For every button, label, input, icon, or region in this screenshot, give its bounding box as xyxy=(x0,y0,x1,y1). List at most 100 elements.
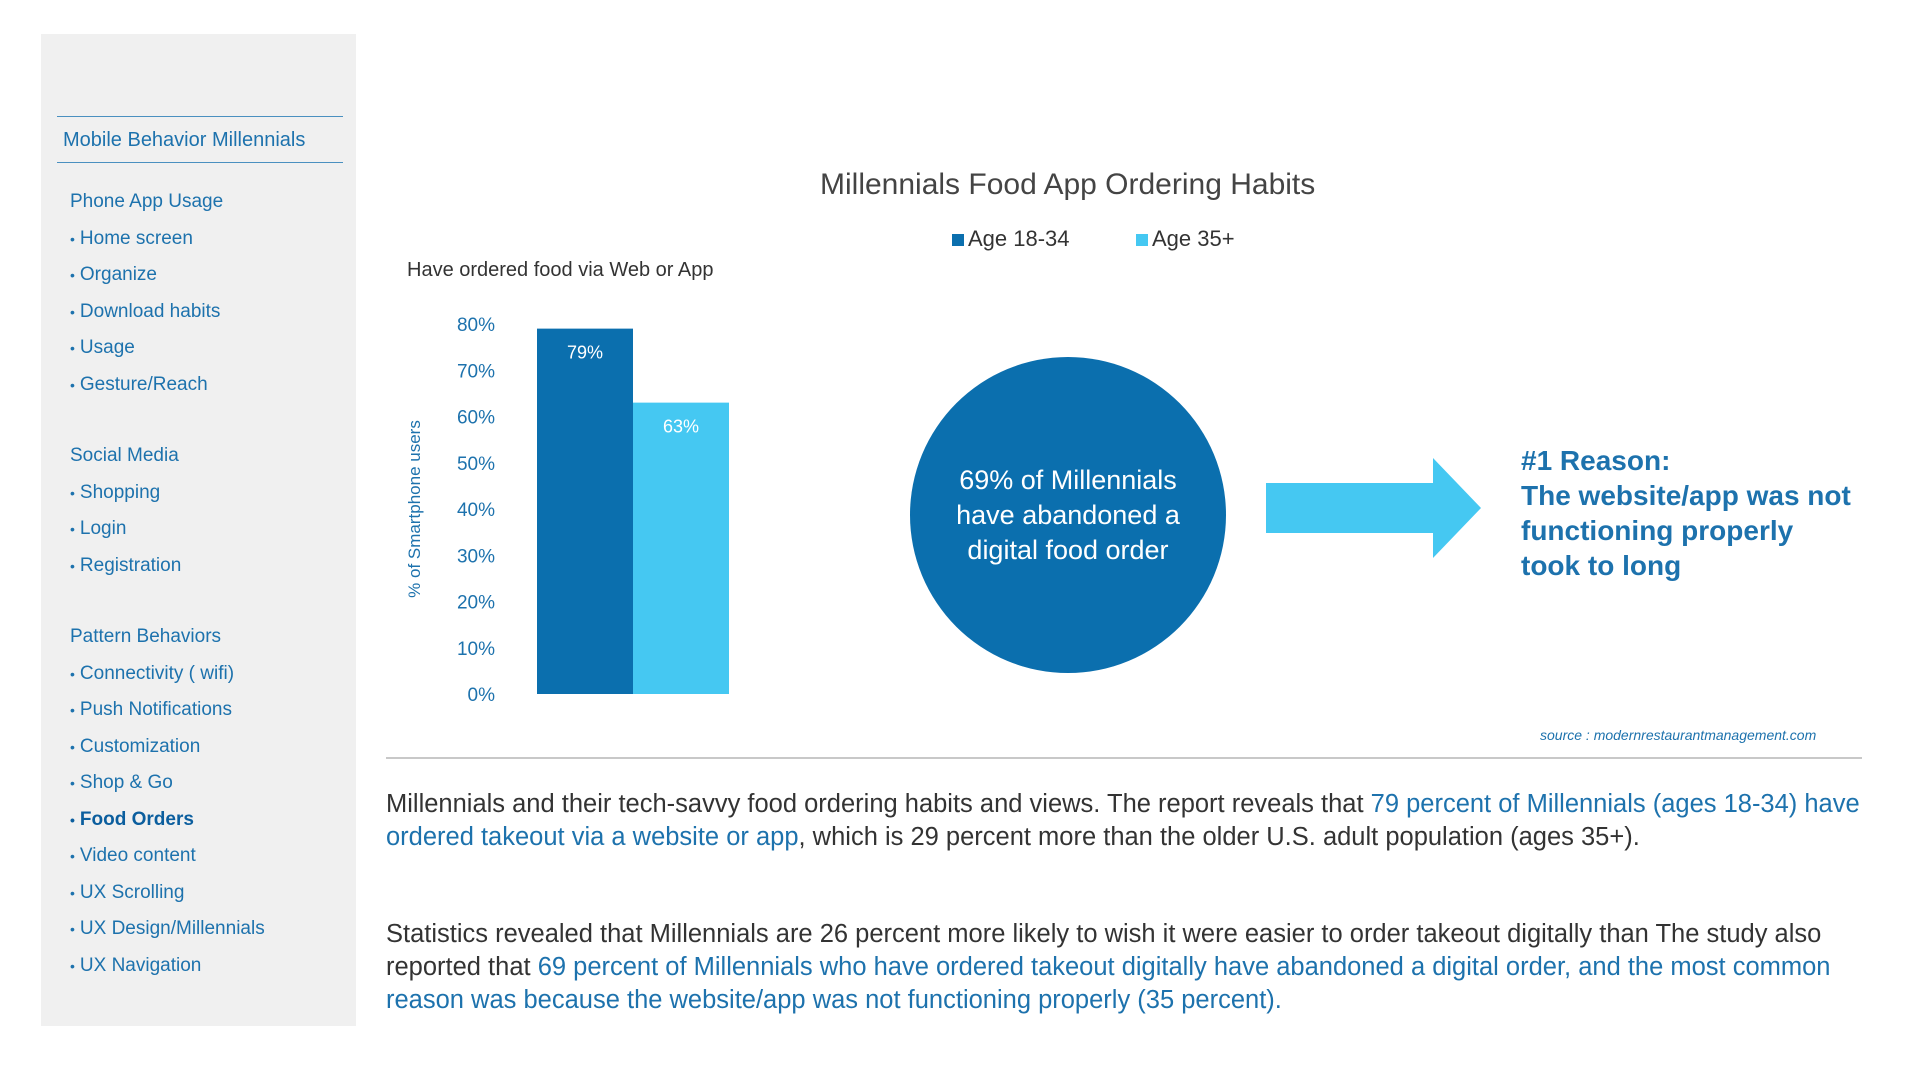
reason-callout: #1 Reason: The website/app was not funct… xyxy=(1521,443,1851,583)
bar-age-18-34 xyxy=(537,328,633,694)
sidebar-item-organize[interactable]: • Organize xyxy=(70,257,265,294)
sidebar-item-label: UX Scrolling xyxy=(79,881,185,903)
sidebar-item-ux-navigation[interactable]: • UX Navigation xyxy=(70,948,265,985)
bullet-icon: • xyxy=(70,665,75,682)
sidebar-nav: Mobile Behavior Millennials Phone App Us… xyxy=(41,34,356,1026)
sidebar-section: Social Media • Shopping • Login • Registration xyxy=(70,438,265,584)
sidebar-item-label: Usage xyxy=(79,337,135,358)
bar-value-label: 63% xyxy=(663,417,699,437)
sidebar-item-usage[interactable]: • Usage xyxy=(70,330,265,367)
sidebar-item-label: Shop & Go xyxy=(79,772,173,793)
legend-item-age-35-plus: Age 35+ xyxy=(1136,226,1235,252)
paragraph-2: Statistics revealed that Millennials are… xyxy=(386,918,1866,1017)
divider xyxy=(386,757,1862,759)
bullet-icon: • xyxy=(70,267,75,283)
stat-circle-text: 69% of Millennials have abandoned a digi… xyxy=(956,464,1180,565)
sidebar-section-heading[interactable]: Phone App Usage xyxy=(70,191,224,212)
sidebar-item-label: Download habits xyxy=(79,300,221,322)
chart-subtitle: Have ordered food via Web or App xyxy=(407,259,714,281)
bar-value-label: 79% xyxy=(567,343,603,363)
sidebar-item-shop-go[interactable]: • Shop & Go xyxy=(70,765,265,802)
legend-item-age-18-34: Age 18-34 xyxy=(952,226,1070,252)
sidebar-item-login[interactable]: • Login xyxy=(70,511,265,548)
y-tick-label: 10% xyxy=(457,639,495,660)
right-arrow-icon xyxy=(1266,458,1481,558)
sidebar-item-label: Customization xyxy=(79,735,201,757)
bullet-icon: • xyxy=(70,775,75,791)
sidebar-item-label: Registration xyxy=(79,554,182,576)
sidebar-item-label: UX Navigation xyxy=(79,954,202,976)
sidebar-item-customization[interactable]: • Customization xyxy=(70,729,265,766)
paragraph-highlight: 79 percent of Millennials (ages 18-34) h… xyxy=(386,790,1860,851)
reason-line: took to long xyxy=(1521,550,1682,581)
sidebar-item-ux-design-millennials[interactable]: • UX Design/Millennials xyxy=(70,911,265,948)
y-tick-label: 40% xyxy=(457,500,495,521)
y-tick-label: 70% xyxy=(457,361,495,382)
sidebar-item-label: Push Notifications xyxy=(79,699,232,720)
sidebar-item-home-screen[interactable]: • Home screen xyxy=(70,221,265,258)
y-tick-label: 0% xyxy=(468,685,496,706)
sidebar-section-heading[interactable]: Social Media xyxy=(70,445,179,466)
bullet-icon: • xyxy=(70,557,75,574)
sidebar-item-download-habits[interactable]: • Download habits xyxy=(70,294,265,331)
sidebar-item-video-content[interactable]: • Video content xyxy=(70,838,265,875)
sidebar-section-heading[interactable]: Pattern Behaviors xyxy=(70,626,222,647)
sidebar-item-label: Food Orders xyxy=(79,808,194,830)
sidebar-title[interactable]: Mobile Behavior Millennials xyxy=(63,129,306,151)
bullet-icon: • xyxy=(70,921,75,937)
source-citation: source : modernrestaurantmanagement.com xyxy=(1540,727,1817,743)
reason-heading: #1 Reason: xyxy=(1521,445,1671,476)
sidebar-section: Phone App Usage • Home screen • Organize • Dow… xyxy=(70,184,265,403)
paragraph-text: Millennials and their tech-savvy food or… xyxy=(386,790,1371,818)
sidebar-item-label: Connectivity ( wifi) xyxy=(79,662,235,684)
paragraph-highlight: 69 percent of Millennials who have order… xyxy=(386,953,1831,1014)
sidebar-item-label: Video content xyxy=(79,845,196,866)
reason-line: functioning properly xyxy=(1521,515,1794,546)
sidebar-section: Pattern Behaviors • Connectivity ( wifi) • P… xyxy=(70,619,265,984)
bullet-icon: • xyxy=(70,230,75,247)
stat-circle: 69% of Millennials have abandoned a digi… xyxy=(910,357,1226,673)
sidebar-list: Phone App Usage • Home screen • Organize • Dow… xyxy=(70,184,265,1019)
paragraph-text: Statistics revealed that Millennials are… xyxy=(386,920,1822,981)
sidebar-title-box: Mobile Behavior Millennials xyxy=(57,116,343,163)
sidebar-item-gesture-reach[interactable]: • Gesture/Reach xyxy=(70,367,265,404)
y-tick-label: 80% xyxy=(457,315,495,336)
y-tick-label: 30% xyxy=(457,546,495,567)
sidebar-item-shopping[interactable]: • Shopping xyxy=(70,475,265,512)
sidebar-item-label: Home screen xyxy=(79,227,193,249)
legend-label: Age 35+ xyxy=(1152,226,1235,251)
bullet-icon: • xyxy=(70,811,75,828)
bar-age-35 xyxy=(633,402,729,694)
bullet-icon: • xyxy=(70,884,75,901)
y-tick-label: 20% xyxy=(457,593,495,614)
sidebar-item-ux-scrolling[interactable]: • UX Scrolling xyxy=(70,875,265,912)
sidebar-item-push-notifications[interactable]: • Push Notifications xyxy=(70,692,265,729)
sidebar-item-label: Gesture/Reach xyxy=(79,373,208,395)
legend-swatch-light xyxy=(1136,234,1148,246)
sidebar-item-food-orders[interactable]: • Food Orders xyxy=(70,802,265,839)
y-tick-label: 60% xyxy=(457,408,495,429)
sidebar-item-label: UX Design/Millennials xyxy=(79,918,265,939)
bullet-icon: • xyxy=(70,702,75,718)
bullet-icon: • xyxy=(70,376,75,393)
y-axis-label: % of Smartphone users xyxy=(405,420,424,598)
bullet-icon: • xyxy=(70,340,75,356)
bullet-icon: • xyxy=(70,303,75,320)
bullet-icon: • xyxy=(70,738,75,755)
sidebar-item-label: Organize xyxy=(79,264,158,285)
bullet-icon: • xyxy=(70,957,75,974)
bullet-icon: • xyxy=(70,521,75,537)
y-tick-label: 50% xyxy=(457,454,495,475)
sidebar-item-label: Login xyxy=(79,518,127,539)
sidebar-item-label: Shopping xyxy=(79,481,161,503)
sidebar-item-registration[interactable]: • Registration xyxy=(70,548,265,585)
paragraph-1: Millennials and their tech-savvy food or… xyxy=(386,788,1866,854)
bullet-icon: • xyxy=(70,484,75,501)
legend-swatch-dark xyxy=(952,234,964,246)
bar-chart: 0% 10% 20% 30% 40% 50% 60% 70% 80% % of Smartphon… xyxy=(405,315,729,706)
reason-line: The website/app was not xyxy=(1521,480,1851,511)
bullet-icon: • xyxy=(70,848,75,864)
chart-title: Millennials Food App Ordering Habits xyxy=(820,168,1316,201)
paragraph-text: , which is 29 percent more than the olde… xyxy=(798,823,1640,851)
sidebar-item-connectivity-wifi[interactable]: • Connectivity ( wifi) xyxy=(70,656,265,693)
